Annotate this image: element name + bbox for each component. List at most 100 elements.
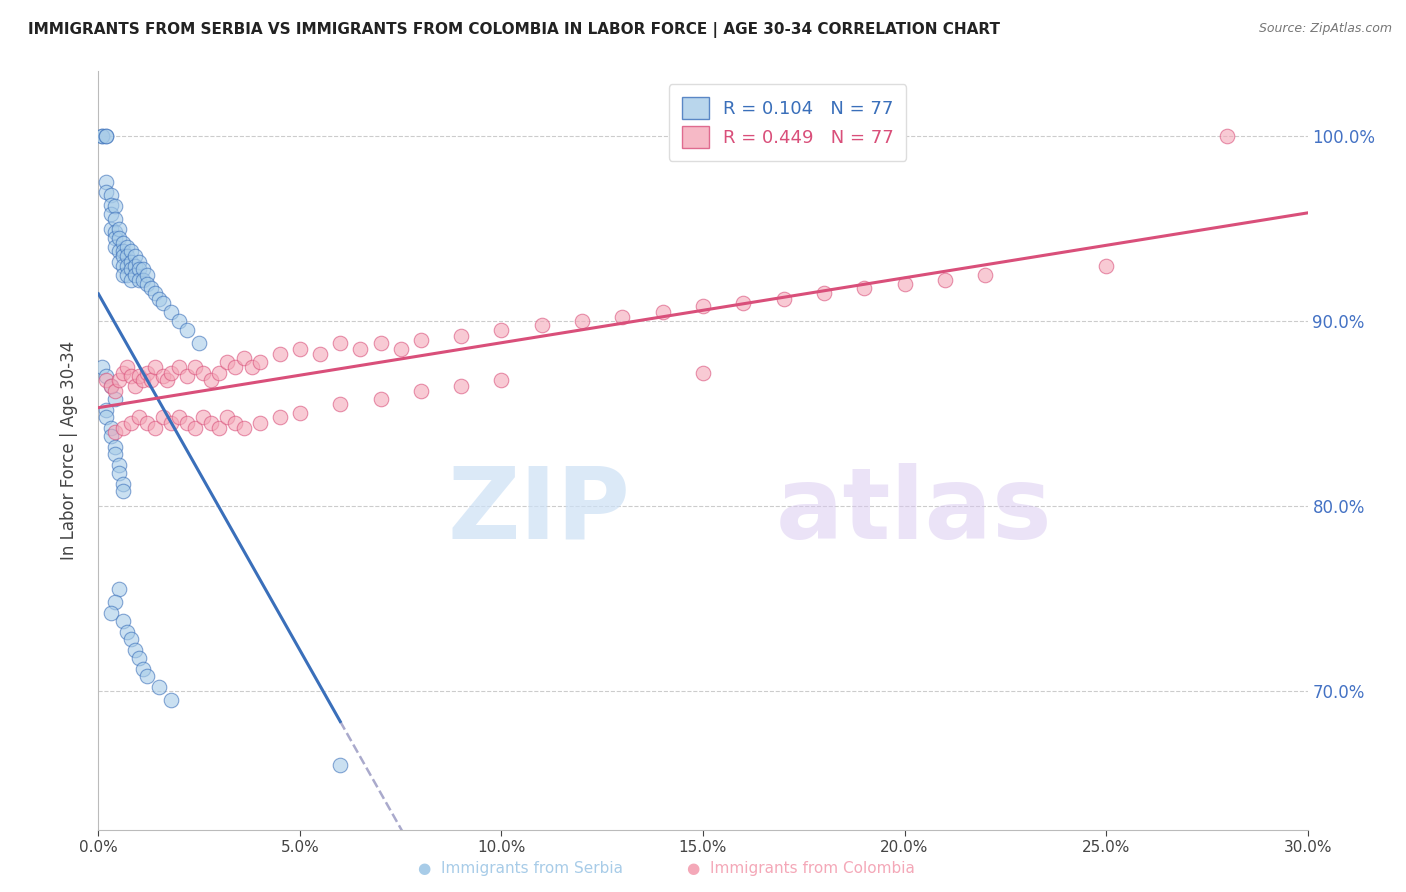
Point	[100, 197, 122, 211]
Point	[148, 292, 170, 306]
Point	[184, 421, 207, 435]
Point	[100, 378, 122, 392]
Point	[249, 416, 271, 430]
Legend: R = 0.104   N = 77, R = 0.449   N = 77: R = 0.104 N = 77, R = 0.449 N = 77	[669, 84, 907, 161]
Point	[111, 484, 134, 499]
Point	[160, 305, 183, 319]
Point	[329, 397, 352, 411]
Point	[100, 606, 122, 620]
Point	[167, 314, 190, 328]
Point	[96, 175, 118, 189]
Point	[176, 369, 198, 384]
Point	[111, 236, 134, 251]
Text: Source: ZipAtlas.com: Source: ZipAtlas.com	[1258, 22, 1392, 36]
Point	[128, 262, 150, 277]
Point	[111, 614, 134, 628]
Point	[103, 595, 125, 609]
Point	[103, 199, 125, 213]
Point	[96, 410, 118, 425]
Point	[120, 416, 142, 430]
Point	[128, 255, 150, 269]
Point	[409, 384, 432, 399]
Point	[111, 249, 134, 263]
Point	[135, 366, 157, 380]
Point	[143, 421, 166, 435]
Point	[128, 650, 150, 665]
Point	[167, 360, 190, 375]
Point	[124, 643, 146, 657]
Point	[135, 416, 157, 430]
Point	[111, 476, 134, 491]
Point	[329, 336, 352, 351]
Point	[103, 212, 125, 227]
Point	[269, 347, 291, 361]
Point	[135, 268, 157, 282]
Point	[349, 342, 371, 356]
Point	[124, 378, 146, 392]
Point	[115, 259, 138, 273]
Point	[115, 360, 138, 375]
Y-axis label: In Labor Force | Age 30-34: In Labor Force | Age 30-34	[59, 341, 77, 560]
Point	[491, 373, 513, 387]
Point	[491, 323, 513, 337]
Point	[111, 244, 134, 258]
Point	[120, 262, 142, 277]
Point	[329, 757, 352, 772]
Point	[974, 268, 997, 282]
Point	[772, 292, 794, 306]
Point	[208, 421, 231, 435]
Point	[111, 259, 134, 273]
Text: atlas: atlas	[776, 463, 1052, 559]
Point	[124, 268, 146, 282]
Point	[934, 273, 956, 287]
Point	[1095, 259, 1118, 273]
Point	[217, 354, 239, 368]
Point	[128, 369, 150, 384]
Point	[132, 273, 155, 287]
Point	[156, 373, 179, 387]
Point	[139, 281, 162, 295]
Point	[217, 410, 239, 425]
Point	[152, 369, 174, 384]
Point	[132, 262, 155, 277]
Point	[188, 336, 211, 351]
Point	[692, 299, 714, 313]
Point	[200, 416, 222, 430]
Point	[107, 373, 129, 387]
Text: IMMIGRANTS FROM SERBIA VS IMMIGRANTS FROM COLOMBIA IN LABOR FORCE | AGE 30-34 CO: IMMIGRANTS FROM SERBIA VS IMMIGRANTS FRO…	[28, 22, 1000, 38]
Point	[135, 277, 157, 291]
Point	[115, 624, 138, 639]
Point	[450, 378, 472, 392]
Point	[409, 333, 432, 347]
Text: ●  Immigrants from Colombia: ● Immigrants from Colombia	[688, 861, 915, 876]
Point	[96, 129, 118, 144]
Point	[107, 458, 129, 473]
Point	[103, 425, 125, 439]
Point	[96, 369, 118, 384]
Point	[152, 410, 174, 425]
Point	[813, 286, 835, 301]
Point	[120, 273, 142, 287]
Point	[370, 392, 392, 406]
Point	[208, 366, 231, 380]
Point	[107, 582, 129, 596]
Point	[124, 259, 146, 273]
Point	[100, 207, 122, 221]
Point	[107, 244, 129, 258]
Point	[91, 129, 114, 144]
Point	[571, 314, 593, 328]
Point	[111, 421, 134, 435]
Point	[107, 466, 129, 480]
Point	[100, 421, 122, 435]
Point	[160, 693, 183, 707]
Point	[103, 392, 125, 406]
Point	[115, 268, 138, 282]
Point	[91, 129, 114, 144]
Point	[128, 410, 150, 425]
Point	[193, 366, 215, 380]
Point	[143, 360, 166, 375]
Point	[288, 342, 311, 356]
Point	[103, 384, 125, 399]
Point	[370, 336, 392, 351]
Point	[450, 328, 472, 343]
